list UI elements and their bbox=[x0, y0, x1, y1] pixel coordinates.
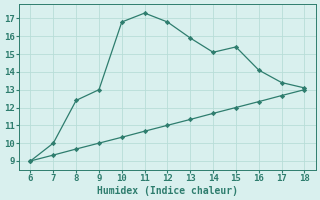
X-axis label: Humidex (Indice chaleur): Humidex (Indice chaleur) bbox=[97, 186, 238, 196]
